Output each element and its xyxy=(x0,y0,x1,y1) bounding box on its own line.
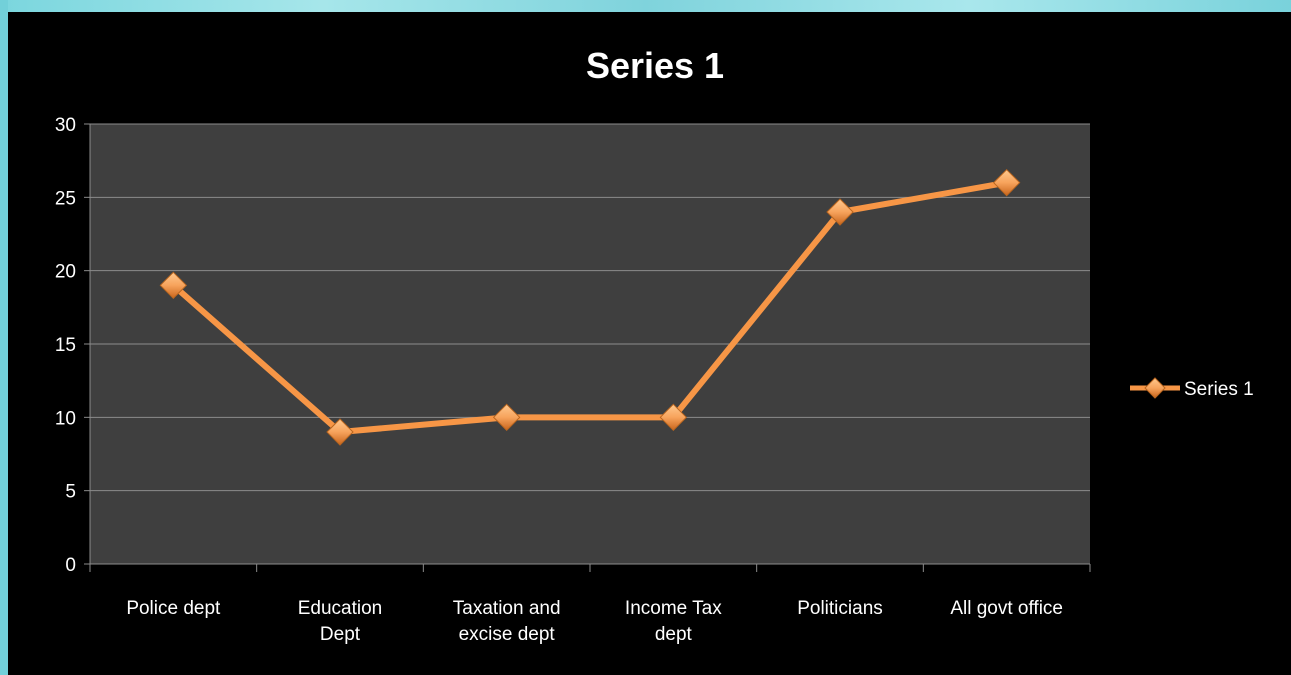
x-tick-label: All govt office xyxy=(950,598,1063,619)
x-tick-label-line: Education xyxy=(298,598,383,619)
data-point-marker xyxy=(992,168,1021,197)
x-tick-label-line: Politicians xyxy=(797,598,883,619)
series-line xyxy=(170,179,1010,435)
y-tick-label: 15 xyxy=(55,335,76,356)
x-tick-label: Education Dept xyxy=(298,598,383,645)
data-point-marker xyxy=(826,198,854,226)
y-tick-label: 20 xyxy=(55,262,76,283)
legend: Series 1 xyxy=(1130,377,1254,400)
x-tick-label-line: excise dept xyxy=(459,624,556,645)
x-tick-label-line: dept xyxy=(655,624,693,645)
data-point-marker xyxy=(326,418,354,446)
x-tick-label-line: Dept xyxy=(320,624,361,645)
x-tick-label: Taxation and excise dept xyxy=(453,598,561,645)
y-tick-label: 5 xyxy=(65,482,76,503)
x-tick-label: Income Tax dept xyxy=(625,598,722,645)
x-tick-label-line: All govt office xyxy=(950,598,1063,619)
x-tick-label-line: Police dept xyxy=(126,598,221,619)
top-decor-strip xyxy=(0,0,1291,12)
chart-title: Series 1 xyxy=(586,45,724,86)
plot-area: 0 5 10 15 20 25 30 Police dept Education Dept Taxa… xyxy=(55,115,1091,645)
x-tick-label-line: Taxation and xyxy=(453,598,561,619)
x-tick-label: Police dept xyxy=(126,598,221,619)
y-tick-label: 10 xyxy=(55,408,76,429)
x-tick-label-line: Income Tax xyxy=(625,598,722,619)
legend-label: Series 1 xyxy=(1184,379,1254,400)
x-tick-label: Politicians xyxy=(797,598,883,619)
legend-marker-swatch xyxy=(1144,377,1166,399)
data-point-marker xyxy=(659,403,688,432)
data-point-marker xyxy=(492,403,521,432)
y-tick-label: 25 xyxy=(55,188,76,209)
y-tick-label: 30 xyxy=(55,115,76,136)
left-decor-strip xyxy=(0,0,8,675)
data-point-marker xyxy=(159,271,188,300)
y-tick-label: 0 xyxy=(65,555,76,576)
